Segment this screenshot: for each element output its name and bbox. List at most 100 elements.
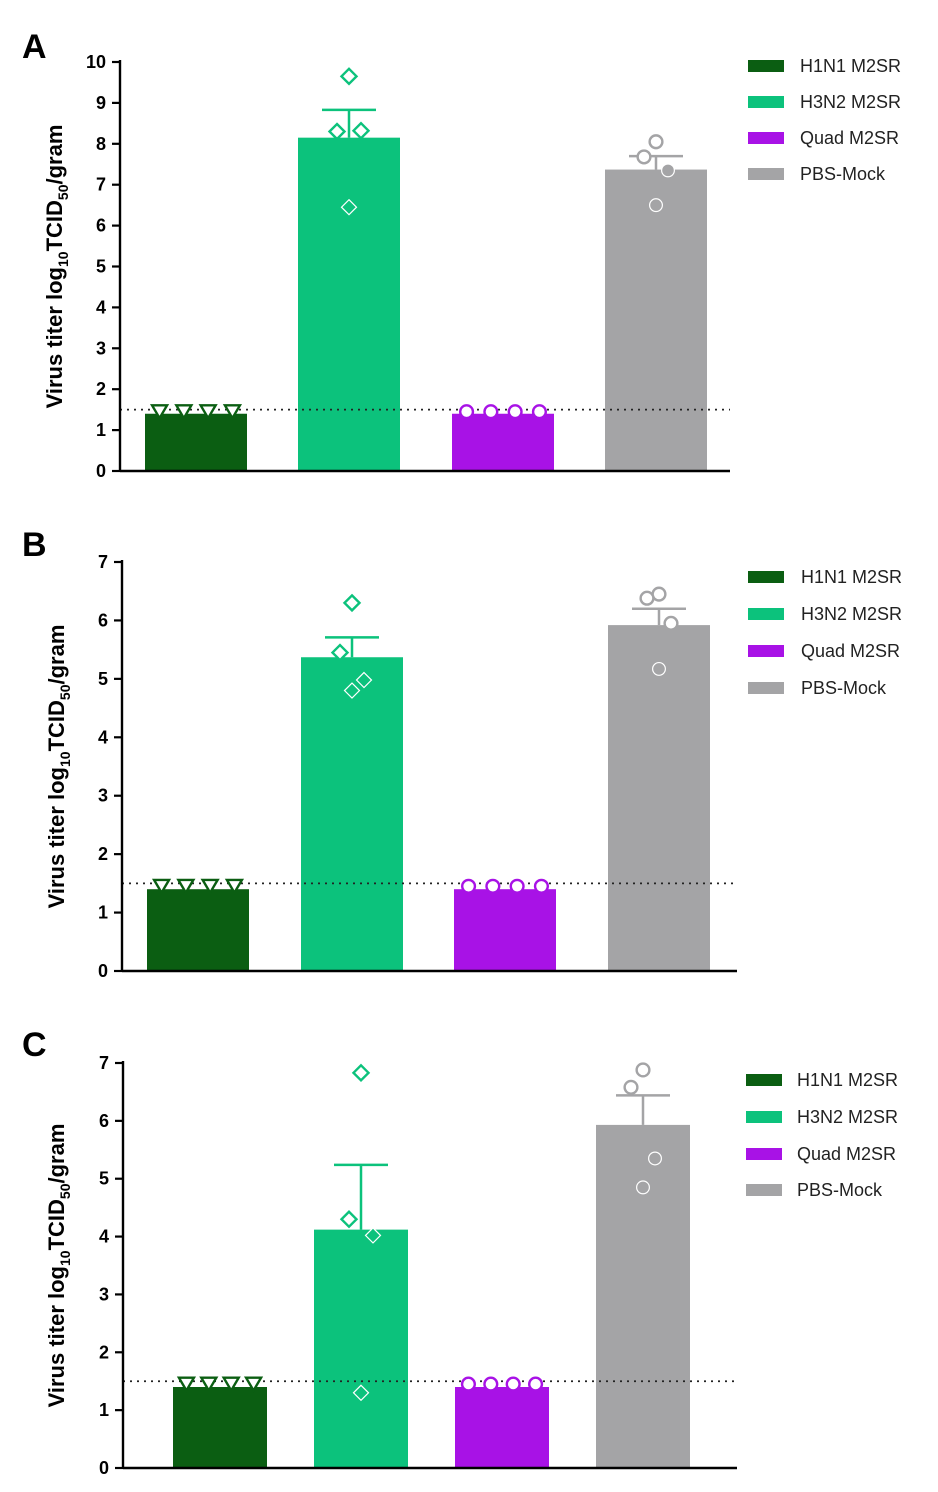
legend-entry: H3N2 M2SR: [801, 604, 902, 624]
data-point: [351, 121, 371, 140]
y-axis-label-suffix: /gram: [42, 125, 67, 185]
data-point: [176, 878, 196, 896]
y-tick-label: 1: [98, 903, 108, 923]
data-point: [343, 682, 361, 699]
y-axis-label-sub1: 10: [57, 1250, 73, 1266]
legend-swatch-h1n1: [746, 1074, 782, 1086]
panel-b: B 0 1 2 3 4 5 6 7 Virus titer log10TCID50/gram H1N…: [22, 526, 902, 981]
data-point: [483, 1376, 499, 1392]
y-axis-label: Virus titer log10TCID50/gram: [44, 1124, 73, 1408]
data-point: [533, 878, 550, 894]
legend-entry: H1N1 M2SR: [800, 56, 901, 76]
y-tick-label: 0: [96, 461, 106, 481]
bar-quad: [454, 889, 556, 971]
y-axis-label-sub1: 10: [57, 751, 73, 767]
y-axis-label-prefix: Virus titer log: [42, 267, 67, 408]
y-tick-label: 6: [98, 610, 108, 630]
data-point: [342, 593, 362, 613]
bar-quad: [452, 413, 554, 471]
y-tick-label: 10: [86, 52, 106, 72]
legend-entry: PBS-Mock: [797, 1180, 883, 1200]
data-point: [339, 1210, 359, 1229]
y-axis-label-prefix: Virus titer log: [44, 767, 69, 908]
data-point: [661, 163, 675, 178]
data-point: [352, 1384, 370, 1402]
y-tick-label: 4: [98, 727, 108, 747]
y-tick-label: 4: [96, 297, 106, 317]
data-point: [222, 404, 243, 421]
data-point: [635, 1062, 651, 1078]
legend-swatch-pbs: [746, 1184, 782, 1196]
legend-swatch-pbs: [748, 168, 784, 180]
y-axis-label-mid: TCID: [42, 200, 67, 251]
data-point: [648, 1151, 662, 1166]
legend-entry: PBS-Mock: [801, 678, 887, 698]
legend-entry: H1N1 M2SR: [801, 567, 902, 587]
legend-entry: Quad M2SR: [797, 1144, 896, 1164]
y-tick-label: 0: [98, 961, 108, 981]
data-point: [652, 661, 666, 676]
bar-pbs: [596, 1124, 690, 1468]
bar-pbs: [608, 625, 710, 971]
y-tick-label: 6: [99, 1111, 109, 1131]
y-axis-label-sub1: 10: [55, 251, 71, 267]
data-point: [198, 404, 218, 421]
data-point: [649, 198, 663, 213]
legend: H1N1 M2SR H3N2 M2SR Quad M2SR PBS-Mock: [746, 1070, 898, 1200]
data-point: [509, 878, 525, 894]
legend-entry: Quad M2SR: [801, 641, 900, 661]
legend-swatch-h3n2: [748, 608, 784, 620]
data-point: [485, 878, 501, 894]
y-tick-label: 8: [96, 134, 106, 154]
data-point: [460, 1376, 477, 1392]
legend-entry: H3N2 M2SR: [800, 92, 901, 112]
bar-h1n1: [147, 889, 249, 971]
y-axis-label-mid: TCID: [44, 700, 69, 751]
data-point: [663, 615, 679, 631]
legend-swatch-pbs: [748, 682, 784, 694]
y-axis-label-suffix: /gram: [44, 1124, 69, 1184]
legend-entry: H3N2 M2SR: [797, 1107, 898, 1127]
y-tick-label: 2: [96, 379, 106, 399]
data-point: [351, 1063, 371, 1083]
data-point: [340, 198, 358, 216]
data-point: [221, 1376, 241, 1393]
panel-letter: C: [22, 1026, 47, 1064]
y-axis-label: Virus titer log10TCID50/gram: [42, 125, 71, 409]
legend-swatch-h3n2: [748, 96, 784, 108]
y-tick-label: 2: [98, 844, 108, 864]
y-tick-label: 4: [99, 1227, 109, 1247]
data-point: [505, 1376, 521, 1392]
y-tick-label: 3: [98, 786, 108, 806]
panel-letter: A: [22, 28, 47, 66]
y-tick-label: 5: [99, 1169, 109, 1189]
y-tick-label: 3: [96, 338, 106, 358]
legend-entry: Quad M2SR: [800, 128, 899, 148]
data-point: [355, 671, 373, 689]
legend: H1N1 M2SR H3N2 M2SR Quad M2SR PBS-Mock: [748, 567, 902, 698]
y-tick-label: 1: [99, 1400, 109, 1420]
data-point: [458, 404, 475, 420]
data-point: [200, 878, 220, 896]
y-tick-label: 7: [98, 552, 108, 572]
data-point: [623, 1079, 639, 1095]
y-axis-label-suffix: /gram: [44, 625, 69, 685]
y-axis-label-sub2: 50: [55, 184, 71, 200]
y-tick-label: 3: [99, 1284, 109, 1304]
data-point: [243, 1376, 264, 1393]
y-tick-label: 0: [99, 1458, 109, 1478]
data-point: [199, 1376, 219, 1393]
data-point: [149, 404, 170, 421]
y-tick-label: 6: [96, 216, 106, 236]
legend-swatch-h3n2: [746, 1111, 782, 1123]
legend-entry: H1N1 M2SR: [797, 1070, 898, 1090]
bar-h1n1: [173, 1387, 267, 1468]
y-tick-label: 7: [96, 175, 106, 195]
legend-swatch-h1n1: [748, 571, 784, 583]
y-tick-label: 9: [96, 93, 106, 113]
y-tick-label: 5: [98, 669, 108, 689]
bar-h3n2: [314, 1229, 408, 1468]
y-tick-label: 7: [99, 1053, 109, 1073]
data-point: [507, 404, 523, 420]
